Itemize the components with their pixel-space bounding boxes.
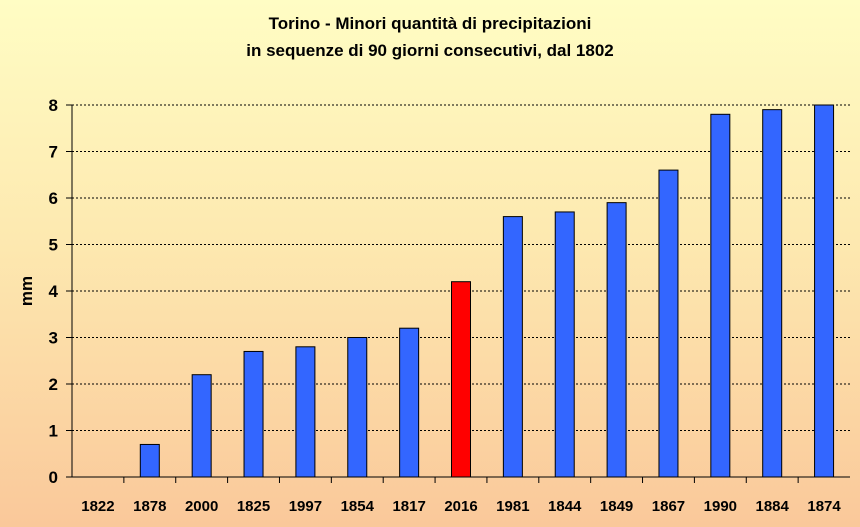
- bar-1874: [814, 104, 835, 478]
- axes: [66, 104, 850, 483]
- x-tick-label: 1822: [81, 498, 114, 515]
- bars: [139, 104, 835, 478]
- x-tick-label: 1849: [600, 498, 633, 515]
- x-tick-label: 1825: [237, 498, 270, 515]
- bar-1884: [762, 109, 783, 478]
- y-tick-label: 2: [49, 375, 58, 394]
- x-tick-label: 2016: [444, 498, 477, 515]
- x-tick-label: 1844: [548, 498, 582, 515]
- y-tick-label: 3: [49, 329, 58, 348]
- bar-1854: [347, 337, 368, 478]
- y-axis-label: mm: [17, 276, 36, 306]
- bar-1997: [295, 346, 316, 478]
- x-tick-label: 1874: [807, 498, 841, 515]
- y-tick-label: 0: [49, 468, 58, 487]
- bar-2000: [191, 374, 212, 478]
- bar-1878: [139, 443, 160, 478]
- chart-subtitle: in sequenze di 90 giorni consecutivi, da…: [246, 41, 614, 60]
- y-tick-label: 6: [49, 189, 58, 208]
- x-tick-label: 1997: [289, 498, 322, 515]
- bar-1825: [243, 350, 264, 478]
- x-tick-label: 1878: [133, 498, 166, 515]
- bar-1849: [606, 202, 627, 478]
- x-tick-label: 1854: [341, 498, 375, 515]
- x-tick-label: 1981: [496, 498, 529, 515]
- y-tick-label: 8: [49, 96, 58, 115]
- bar-1981: [502, 216, 523, 478]
- bar-1990: [710, 113, 731, 478]
- x-tick-label: 1990: [704, 498, 737, 515]
- x-tick-label: 2000: [185, 498, 218, 515]
- y-tick-label: 7: [49, 143, 58, 162]
- x-tick-label: 1817: [392, 498, 425, 515]
- x-tick-label: 1867: [652, 498, 685, 515]
- y-tick-label: 5: [49, 236, 58, 255]
- y-tick-label: 4: [49, 282, 59, 301]
- bar-1817: [399, 327, 420, 478]
- x-tick-labels: 1822 1878 2000 1825 1997 1854 1817 2016 1981 1844…: [81, 498, 841, 515]
- x-tick-label: 1884: [756, 498, 790, 515]
- chart-title-block: Torino - Minori quantità di precipitazio…: [0, 10, 860, 64]
- y-tick-label: 1: [49, 422, 58, 441]
- y-tick-labels: 0 1 2 3 4 5 6 7 8: [49, 96, 59, 487]
- bar-2016: [451, 281, 471, 478]
- bar-1844: [554, 211, 575, 478]
- bar-1867: [658, 169, 679, 478]
- chart-title: Torino - Minori quantità di precipitazio…: [268, 14, 592, 33]
